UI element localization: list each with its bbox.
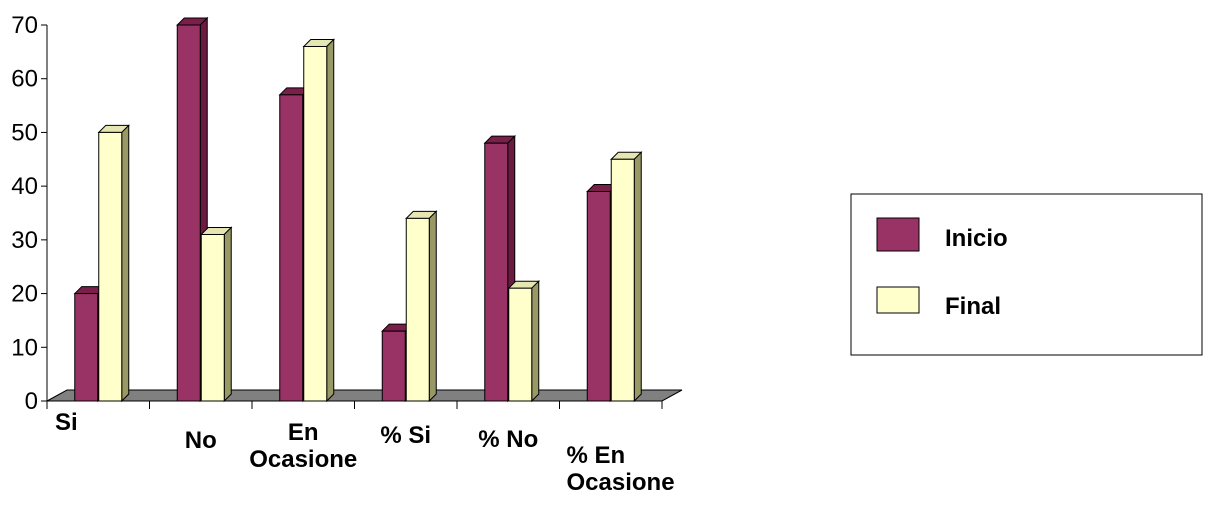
- x-tick-label-en-ocasione: En: [288, 419, 319, 446]
- x-tick-label-en-ocasione: Ocasione: [249, 446, 357, 473]
- y-tick-label: 50: [11, 119, 38, 146]
- bar-front-face: [586, 191, 611, 402]
- bar-front-face: [405, 217, 430, 402]
- legend: Inicio Final: [850, 193, 1203, 356]
- bar-front-face: [74, 293, 99, 402]
- bar-final-pct-si: [405, 210, 438, 403]
- y-axis: [41, 24, 663, 409]
- bar-side-face: [633, 151, 642, 403]
- bar-final-pct-en-ocasione: [610, 151, 643, 403]
- legend-swatch-final: [876, 286, 920, 314]
- legend-label-inicio: Inicio: [945, 225, 1008, 252]
- y-tick-label: 0: [25, 388, 38, 415]
- bar-side-face: [121, 124, 130, 403]
- x-tick-label-pct-si: % Si: [380, 422, 431, 449]
- y-tick-label: 20: [11, 281, 38, 308]
- bar-final-no: [200, 226, 233, 403]
- y-tick-label: 10: [11, 334, 38, 361]
- bar-side-face: [428, 210, 437, 403]
- bars: [73, 16, 643, 403]
- bar-front-face: [176, 24, 201, 402]
- bar-front-face: [200, 233, 225, 402]
- bar-final-en-ocasione: [302, 38, 335, 403]
- x-tick-label-si: Si: [55, 409, 78, 436]
- bar-final-pct-no: [507, 279, 540, 403]
- bar-front-face: [610, 158, 635, 402]
- bar-front-face: [508, 287, 533, 402]
- bar-side-face: [326, 38, 335, 403]
- y-tick-label: 60: [11, 66, 38, 93]
- bar-front-face: [381, 330, 406, 402]
- bar-front-face: [303, 45, 328, 402]
- bar-side-face: [223, 226, 232, 403]
- x-tick-label-pct-no: % No: [478, 426, 538, 453]
- bar-front-face: [98, 131, 123, 402]
- bar-front-face: [484, 142, 509, 402]
- legend-swatch-inicio: [876, 217, 920, 252]
- bar-side-face: [531, 279, 540, 403]
- y-tick-label: 70: [11, 12, 38, 39]
- bar-final-si: [97, 124, 130, 403]
- y-tick-label: 30: [11, 227, 38, 254]
- y-tick-label: 40: [11, 173, 38, 200]
- legend-label-final: Final: [945, 293, 1001, 320]
- bar-front-face: [279, 94, 304, 402]
- x-tick-label-pct-en-ocasione: Ocasione: [567, 469, 675, 496]
- y-tick-labels: 0 10 20 30 40 50 60 70: [11, 12, 38, 415]
- x-tick-label-no: No: [185, 427, 217, 454]
- x-tick-label-pct-en-ocasione: % En: [567, 442, 626, 469]
